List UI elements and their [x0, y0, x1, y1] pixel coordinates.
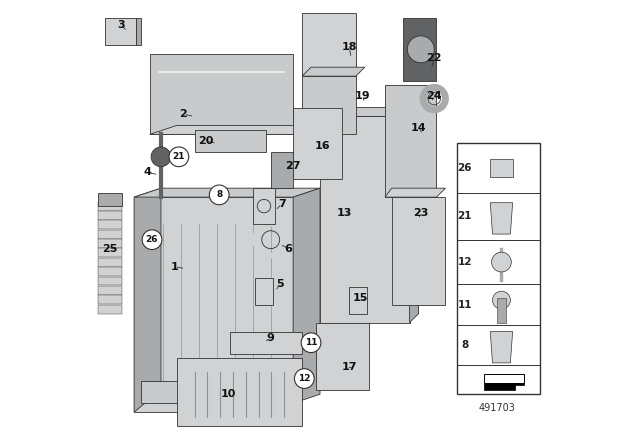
Polygon shape [230, 332, 302, 354]
Text: 9: 9 [267, 333, 275, 343]
Text: 21: 21 [458, 211, 472, 221]
Polygon shape [484, 383, 524, 390]
Polygon shape [392, 197, 445, 305]
Polygon shape [293, 108, 342, 179]
Text: 8: 8 [461, 340, 468, 350]
Polygon shape [316, 323, 369, 390]
Polygon shape [293, 188, 320, 403]
Polygon shape [302, 76, 356, 134]
Polygon shape [99, 230, 122, 239]
Text: 18: 18 [341, 42, 357, 52]
Polygon shape [484, 374, 524, 383]
Text: 26: 26 [458, 163, 472, 173]
Text: 24: 24 [426, 91, 442, 101]
Polygon shape [150, 125, 320, 134]
Polygon shape [497, 298, 506, 323]
Circle shape [142, 230, 162, 250]
Polygon shape [385, 85, 436, 197]
Text: 2: 2 [179, 109, 188, 119]
Polygon shape [253, 188, 275, 224]
Polygon shape [99, 211, 122, 220]
Circle shape [209, 185, 229, 205]
Text: 22: 22 [426, 53, 442, 63]
Circle shape [294, 369, 314, 388]
Polygon shape [105, 18, 136, 45]
Polygon shape [410, 108, 419, 323]
Polygon shape [490, 332, 513, 363]
Polygon shape [136, 18, 141, 45]
Polygon shape [134, 197, 293, 412]
Text: 6: 6 [285, 244, 292, 254]
Circle shape [151, 147, 171, 167]
Text: 16: 16 [314, 141, 330, 151]
Text: 12: 12 [458, 257, 472, 267]
Polygon shape [302, 67, 365, 76]
Circle shape [493, 291, 511, 309]
FancyBboxPatch shape [99, 193, 122, 206]
Polygon shape [403, 18, 436, 81]
Text: 21: 21 [173, 152, 185, 161]
Polygon shape [490, 202, 513, 234]
Text: 13: 13 [337, 208, 353, 218]
Polygon shape [385, 188, 445, 197]
Text: 25: 25 [102, 244, 117, 254]
Polygon shape [99, 202, 122, 211]
Polygon shape [134, 188, 320, 197]
Text: 1: 1 [170, 262, 179, 271]
Polygon shape [99, 276, 122, 285]
Circle shape [169, 147, 189, 167]
Polygon shape [99, 267, 122, 276]
Text: 23: 23 [413, 208, 429, 218]
Circle shape [301, 333, 321, 353]
Polygon shape [320, 116, 410, 323]
Polygon shape [177, 358, 302, 426]
Polygon shape [195, 130, 266, 152]
Polygon shape [99, 258, 122, 267]
Polygon shape [99, 295, 122, 304]
Circle shape [492, 252, 511, 272]
Text: 7: 7 [278, 199, 286, 209]
Text: 19: 19 [355, 91, 371, 101]
Polygon shape [99, 239, 122, 248]
Text: 17: 17 [341, 362, 357, 372]
Polygon shape [150, 54, 293, 134]
Polygon shape [302, 13, 356, 76]
Text: 8: 8 [216, 190, 222, 199]
Text: 5: 5 [276, 280, 284, 289]
Polygon shape [99, 249, 122, 258]
Text: 27: 27 [285, 161, 301, 171]
Polygon shape [490, 159, 513, 177]
Polygon shape [255, 278, 273, 305]
Polygon shape [141, 381, 289, 403]
Polygon shape [134, 188, 161, 412]
Text: 20: 20 [198, 136, 214, 146]
Text: 12: 12 [298, 374, 310, 383]
Polygon shape [320, 108, 419, 116]
Text: 11: 11 [458, 300, 472, 310]
Text: 3: 3 [117, 20, 124, 30]
Text: 4: 4 [143, 168, 152, 177]
Text: 11: 11 [305, 338, 317, 347]
Circle shape [408, 36, 435, 63]
Text: 15: 15 [353, 293, 368, 303]
Text: 491703: 491703 [479, 403, 515, 413]
Text: 10: 10 [220, 389, 236, 399]
FancyBboxPatch shape [457, 143, 540, 394]
Polygon shape [349, 287, 367, 314]
Text: 14: 14 [411, 123, 426, 133]
Polygon shape [99, 305, 122, 314]
Polygon shape [271, 152, 293, 188]
Text: 26: 26 [146, 235, 158, 244]
Polygon shape [99, 286, 122, 295]
Polygon shape [99, 220, 122, 229]
